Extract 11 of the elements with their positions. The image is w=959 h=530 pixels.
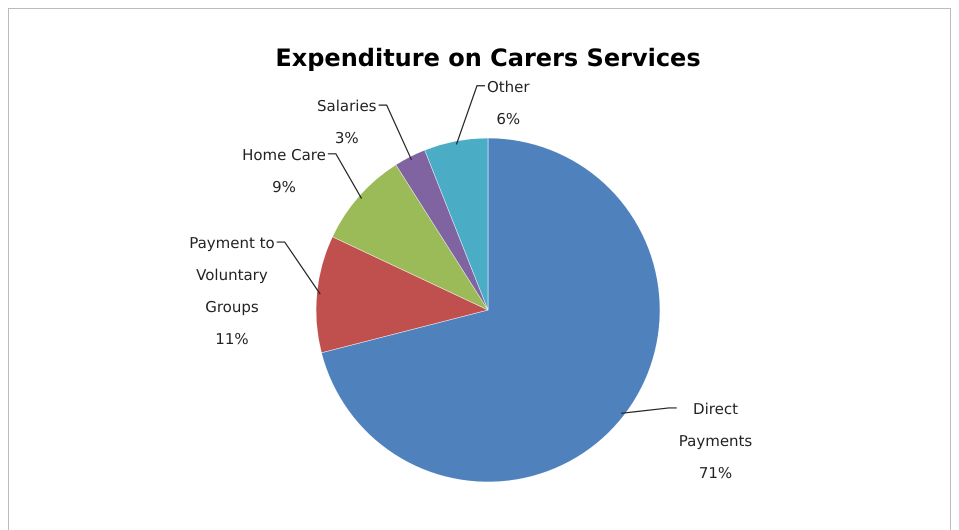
slice-label: Home Care bbox=[242, 146, 326, 164]
data-label: 6% bbox=[496, 110, 520, 128]
data-label: 11% bbox=[215, 330, 249, 348]
slice-label: Salaries bbox=[317, 97, 377, 116]
data-label: 3% bbox=[334, 129, 359, 148]
slice-label: Payment to Voluntary Groups bbox=[189, 234, 275, 316]
data-label: 9% bbox=[272, 178, 296, 196]
data-label: 71% bbox=[698, 464, 732, 482]
chart-title: Expenditure on Carers Services bbox=[275, 44, 701, 72]
slice-label: Direct Payments bbox=[678, 400, 752, 450]
slice-label: Other bbox=[486, 78, 530, 96]
